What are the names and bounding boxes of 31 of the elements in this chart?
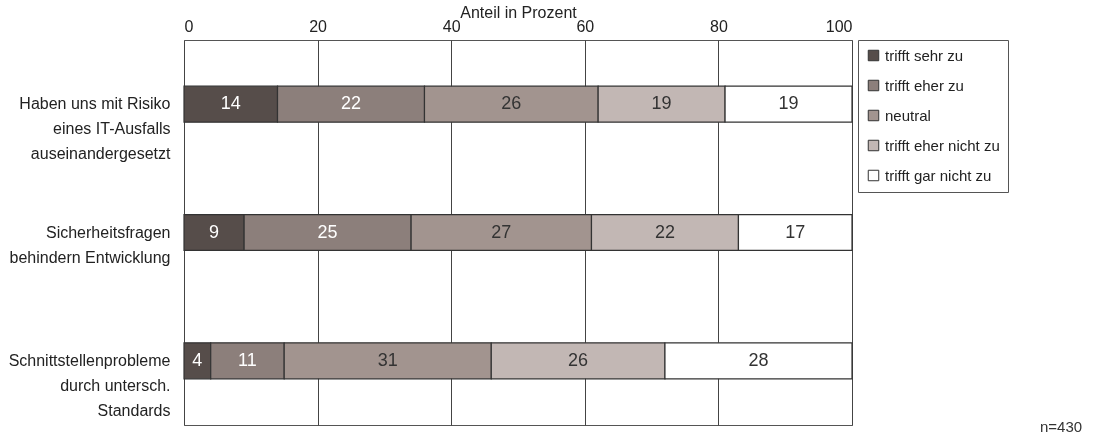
x-tick-label: 40 — [442, 17, 461, 35]
legend-label: trifft gar nicht zu — [885, 166, 992, 184]
legend-label: trifft eher nicht zu — [885, 136, 1000, 154]
x-tick-label: 80 — [710, 17, 728, 35]
legend-label: trifft eher zu — [885, 76, 964, 94]
x-axis-title: Anteil in Prozent — [460, 3, 578, 21]
x-tick-label: 60 — [576, 17, 595, 35]
data-label: 11 — [238, 349, 257, 370]
data-label: 22 — [340, 93, 362, 114]
legend-label: trifft sehr zu — [885, 46, 964, 64]
data-label: 9 — [209, 221, 220, 242]
x-tick-label: 0 — [184, 17, 194, 35]
data-label: 28 — [748, 349, 769, 370]
data-label: 4 — [192, 349, 203, 370]
data-label: 27 — [491, 221, 512, 242]
data-label: 26 — [501, 93, 522, 114]
y-tick-label: Haben uns mit Risiko eines IT-Ausfalls auseinandergesetzt — [19, 95, 172, 163]
data-label: 31 — [377, 349, 398, 370]
legend-label: neutral — [885, 106, 931, 124]
y-tick-label: Schnittstellenprobleme durch untersch. Standards — [8, 351, 171, 419]
text: n=430 — [1040, 418, 1083, 435]
data-label: 19 — [778, 93, 799, 114]
data-label: 14 — [220, 93, 241, 114]
data-label: 22 — [654, 221, 675, 242]
y-tick-label: Sicherheitsfragen behindern Entwicklung — [9, 223, 171, 266]
data-label: 26 — [568, 349, 589, 370]
data-label: 17 — [785, 221, 806, 242]
data-label: 25 — [317, 221, 338, 242]
x-tick-label: 20 — [309, 17, 328, 35]
data-label: 19 — [651, 93, 672, 114]
x-tick-label: 100 — [825, 17, 853, 35]
